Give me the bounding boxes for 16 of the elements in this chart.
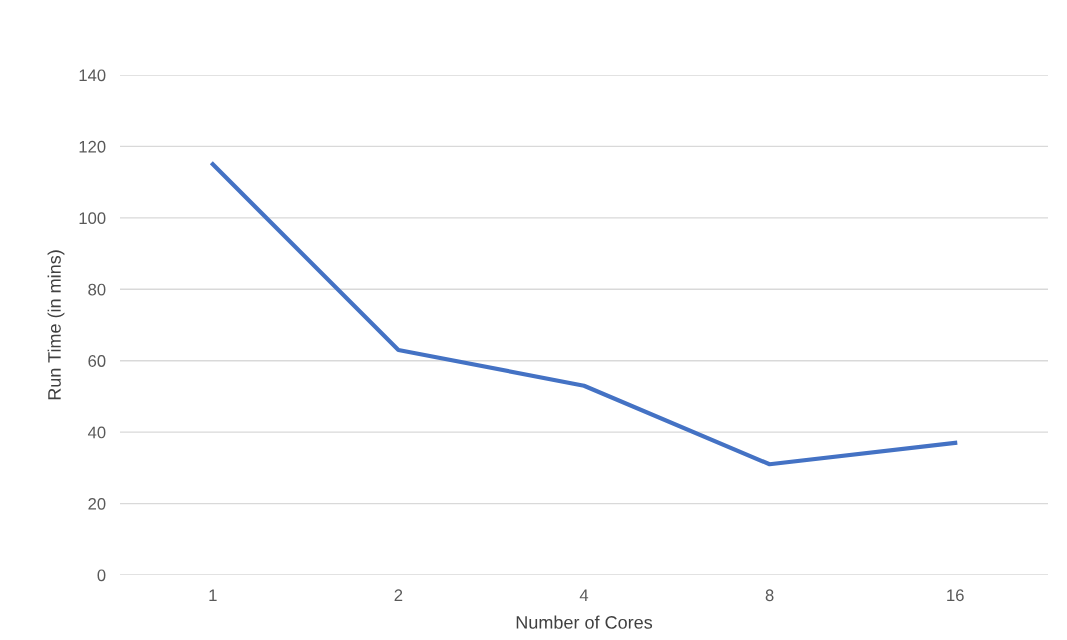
- y-tick-label: 40: [87, 426, 106, 439]
- y-tick-label: 20: [88, 497, 106, 510]
- y-tick-label: 80: [88, 283, 106, 296]
- x-tick-label: 16: [947, 589, 964, 602]
- y-axis-title: Run Time (in mins): [47, 250, 65, 400]
- y-tick-label: 60: [88, 355, 106, 367]
- y-tick-label: 120: [79, 140, 106, 153]
- x-tick-label: 2: [394, 589, 403, 601]
- y-tick-label: 140: [79, 69, 106, 82]
- line-series: [210, 162, 958, 467]
- x-tick-label: 1: [209, 589, 217, 601]
- y-tick-label: 100: [79, 212, 106, 225]
- x-axis-title: Number of Cores: [516, 615, 653, 629]
- y-tick-label: 0: [97, 569, 106, 582]
- x-tick-label: 4: [579, 589, 589, 601]
- x-tick-label: 8: [765, 589, 774, 602]
